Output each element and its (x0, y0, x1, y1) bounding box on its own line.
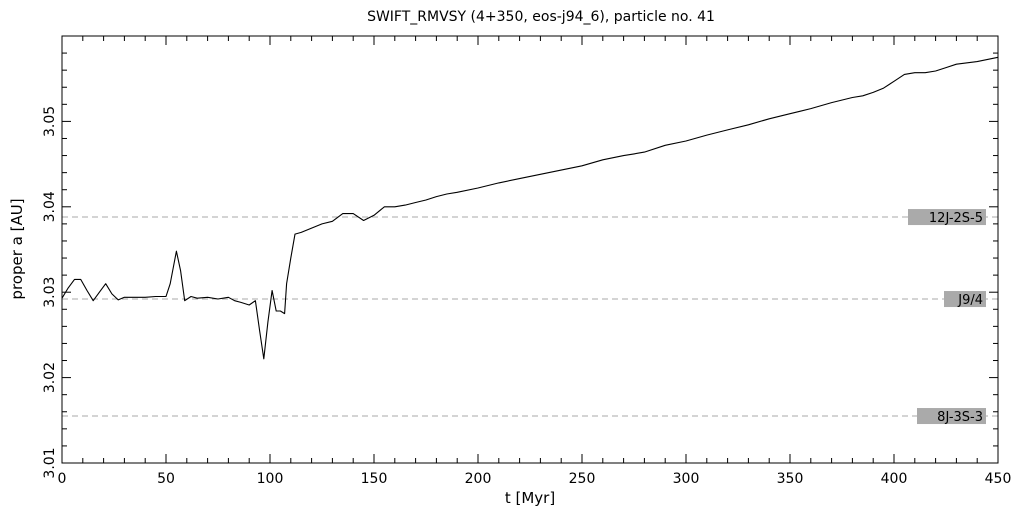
y-axis-label: proper a [AU] (8, 198, 26, 299)
y-tick-label: 3.02 (42, 362, 58, 393)
x-tick-label: 0 (58, 471, 67, 487)
x-tick-label: 200 (465, 471, 492, 487)
chart-title: SWIFT_RMVSY (4+350, eos-j94_6), particle… (367, 9, 715, 25)
x-axis-label: t [Myr] (505, 489, 555, 507)
x-tick-label: 250 (569, 471, 596, 487)
axis-ticks (61, 35, 999, 464)
series-line-0 (61, 56, 999, 360)
reference-label-2: 8J-3S-3 (937, 410, 983, 425)
reference-label-box-2 (917, 408, 986, 425)
reference-lines: 12J-2S-5 J9/4 8J-3S-3 (62, 209, 998, 425)
x-tick-label: 300 (673, 471, 700, 487)
x-tick-label: 100 (257, 471, 284, 487)
x-tick-label: 400 (881, 471, 908, 487)
x-tick-label: 50 (157, 471, 175, 487)
plot-frame (61, 35, 999, 464)
series-layer (61, 56, 999, 360)
y-tick-label: 3.01 (42, 447, 58, 478)
x-tick-label: 450 (985, 471, 1012, 487)
reference-label-0: 12J-2S-5 (929, 211, 983, 226)
reference-label-box-0 (908, 209, 986, 226)
reference-label-1: J9/4 (957, 293, 983, 308)
tick-labels: 0 50 100 150 200 250 300 350 400 450 3.01 3.02 3.03 3… (42, 106, 1011, 487)
x-tick-label: 150 (361, 471, 388, 487)
y-tick-label: 3.03 (42, 277, 58, 308)
reference-label-box-1 (944, 291, 986, 308)
y-tick-label: 3.05 (42, 106, 58, 137)
y-tick-label: 3.04 (42, 191, 58, 222)
x-tick-label: 350 (777, 471, 804, 487)
